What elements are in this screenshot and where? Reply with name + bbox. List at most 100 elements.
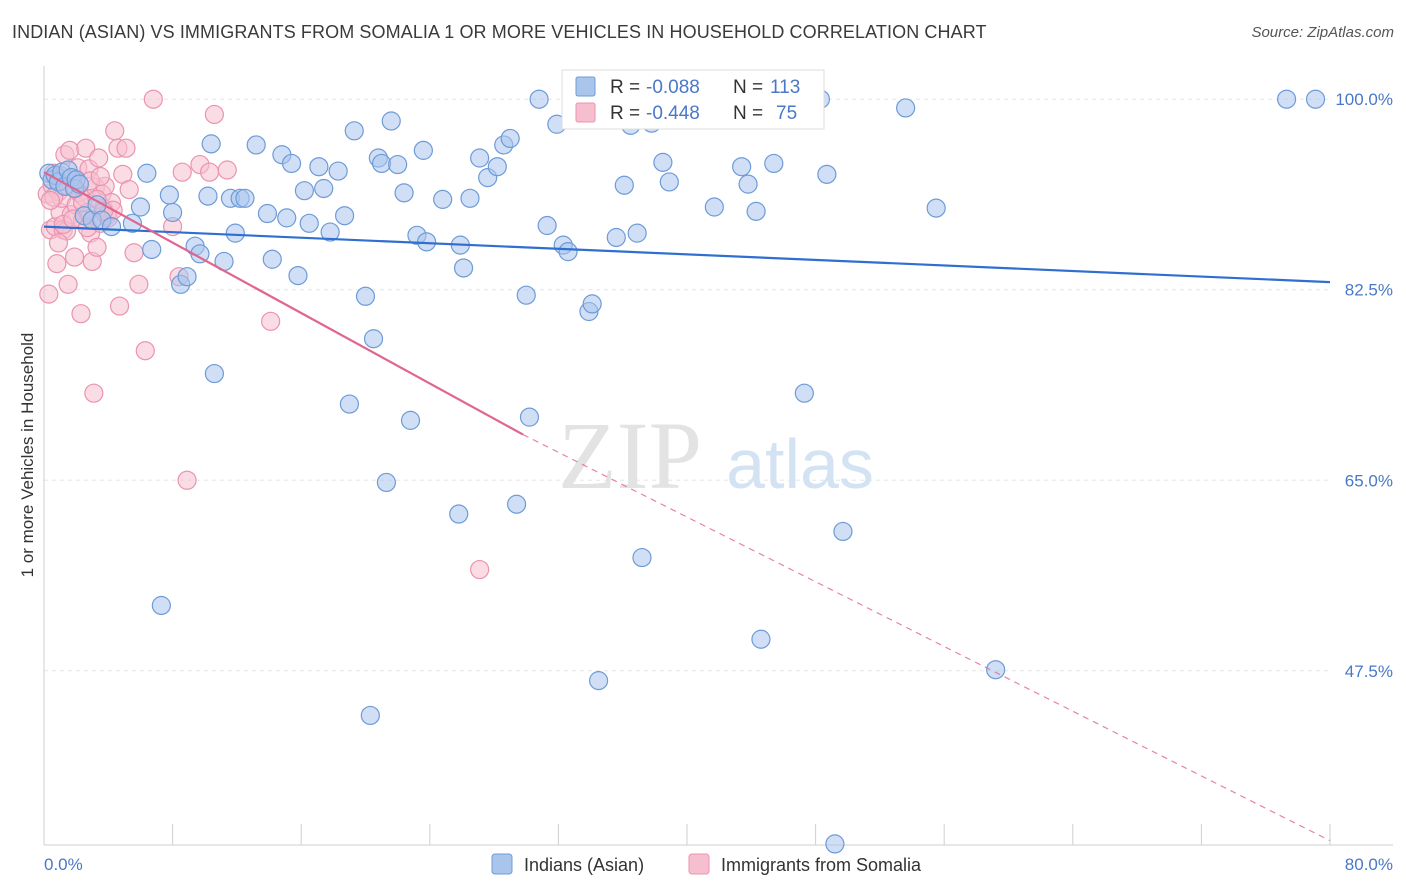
y-tick-label: 82.5% (1345, 281, 1393, 300)
blue-point (151, 595, 171, 616)
blue-point (896, 98, 916, 118)
blue-n-value: 113 (770, 77, 800, 98)
blue-point (262, 249, 282, 269)
blue-point (1276, 89, 1297, 109)
y-tick-label: 65.0% (1345, 471, 1393, 490)
watermark-zip: ZIP (558, 402, 702, 509)
pink-point (119, 179, 139, 200)
pink-point (109, 296, 130, 316)
blue-point (281, 153, 302, 174)
watermark-atlas: atlas (726, 425, 874, 503)
pink-point (261, 311, 281, 331)
watermark: ZIP atlas (558, 402, 874, 509)
blue-point (516, 285, 536, 305)
legend-blue-label: Indians (Asian) (524, 855, 644, 875)
blue-point (738, 174, 758, 194)
pink-point (64, 247, 85, 267)
blue-point (632, 547, 652, 568)
pink-point (143, 89, 163, 109)
axes (43, 66, 1393, 846)
blue-point (825, 834, 845, 854)
blue-point (460, 188, 480, 208)
pink-n-value: 75 (776, 103, 797, 124)
blue-point (394, 183, 414, 203)
pink-point (124, 243, 144, 263)
pink-point (40, 190, 61, 211)
y-tick-label: 100.0% (1335, 90, 1393, 109)
stats-legend-box: R = -0.088 N = 113 R = -0.448 N = 75 (561, 69, 825, 130)
pink-point (87, 237, 107, 257)
blue-point (201, 134, 221, 154)
pink-point (135, 341, 155, 361)
pink-point (129, 274, 149, 294)
blue-point (627, 223, 647, 243)
pink-point (172, 162, 192, 182)
blue-point (614, 175, 634, 195)
pink-point (177, 470, 197, 490)
blue-point (400, 410, 421, 430)
trend-lines (43, 171, 1331, 842)
blue-point (433, 189, 453, 209)
blue-point (413, 140, 433, 160)
blue-point (101, 217, 122, 237)
blue-r-label: R = (610, 77, 640, 98)
blue-point (537, 215, 557, 236)
pink-point (89, 148, 109, 168)
blue-point (198, 186, 218, 206)
blue-point (246, 135, 266, 155)
pink-point (39, 284, 59, 304)
blue-point (294, 181, 315, 201)
blue-point (314, 178, 334, 199)
blue-n-label: N = (733, 77, 763, 98)
blue-point (519, 407, 540, 427)
blue-point (130, 197, 151, 217)
blue-point (381, 111, 401, 131)
blue-point (487, 157, 507, 177)
pink-r-value: -0.448 (646, 103, 700, 124)
blue-point (794, 383, 814, 403)
pink-point (47, 254, 67, 274)
blue-point (204, 363, 224, 384)
pink-swatch (575, 102, 596, 123)
blue-point (363, 329, 384, 349)
blue-point (833, 521, 853, 542)
pink-point (76, 138, 96, 158)
x-tick-labels: 0.0% 80.0% (44, 855, 1393, 874)
pink-point (58, 274, 78, 294)
blue-point (288, 265, 308, 286)
blue-point (309, 157, 329, 177)
blue-point (588, 671, 609, 691)
x-tick-label: 0.0% (44, 855, 83, 874)
blue-point (142, 239, 162, 260)
pink-point (105, 121, 125, 141)
pink-r-label: R = (610, 103, 640, 124)
blue-point (225, 223, 245, 243)
pink-trend-line (43, 171, 524, 436)
blue-point (1305, 89, 1326, 109)
pink-point (90, 166, 110, 187)
blue-point (449, 504, 469, 524)
blue-point (817, 164, 837, 184)
blue-point (328, 161, 348, 181)
blue-point (388, 154, 408, 175)
blue-point (163, 202, 183, 223)
pink-point (470, 559, 490, 580)
pink-point (71, 304, 91, 324)
blue-point (470, 148, 490, 168)
blue-trend-line (43, 225, 1331, 284)
legend-pink-swatch (688, 853, 710, 875)
legend-blue-swatch (491, 853, 513, 875)
blue-point (355, 286, 376, 306)
legend-pink-label: Immigrants from Somalia (721, 855, 922, 875)
blue-point (732, 157, 752, 177)
blue-point (746, 201, 766, 221)
blue-point (339, 394, 360, 414)
blue-point (299, 213, 319, 233)
blue-point (335, 206, 355, 226)
blue-point (751, 629, 771, 649)
pink-point (48, 233, 69, 253)
source-label: Source: ZipAtlas.com (1251, 24, 1394, 41)
chart-title: INDIAN (ASIAN) VS IMMIGRANTS FROM SOMALI… (12, 22, 987, 42)
bottom-legend: Indians (Asian) Immigrants from Somalia (491, 853, 922, 875)
blue-swatch (575, 76, 596, 97)
